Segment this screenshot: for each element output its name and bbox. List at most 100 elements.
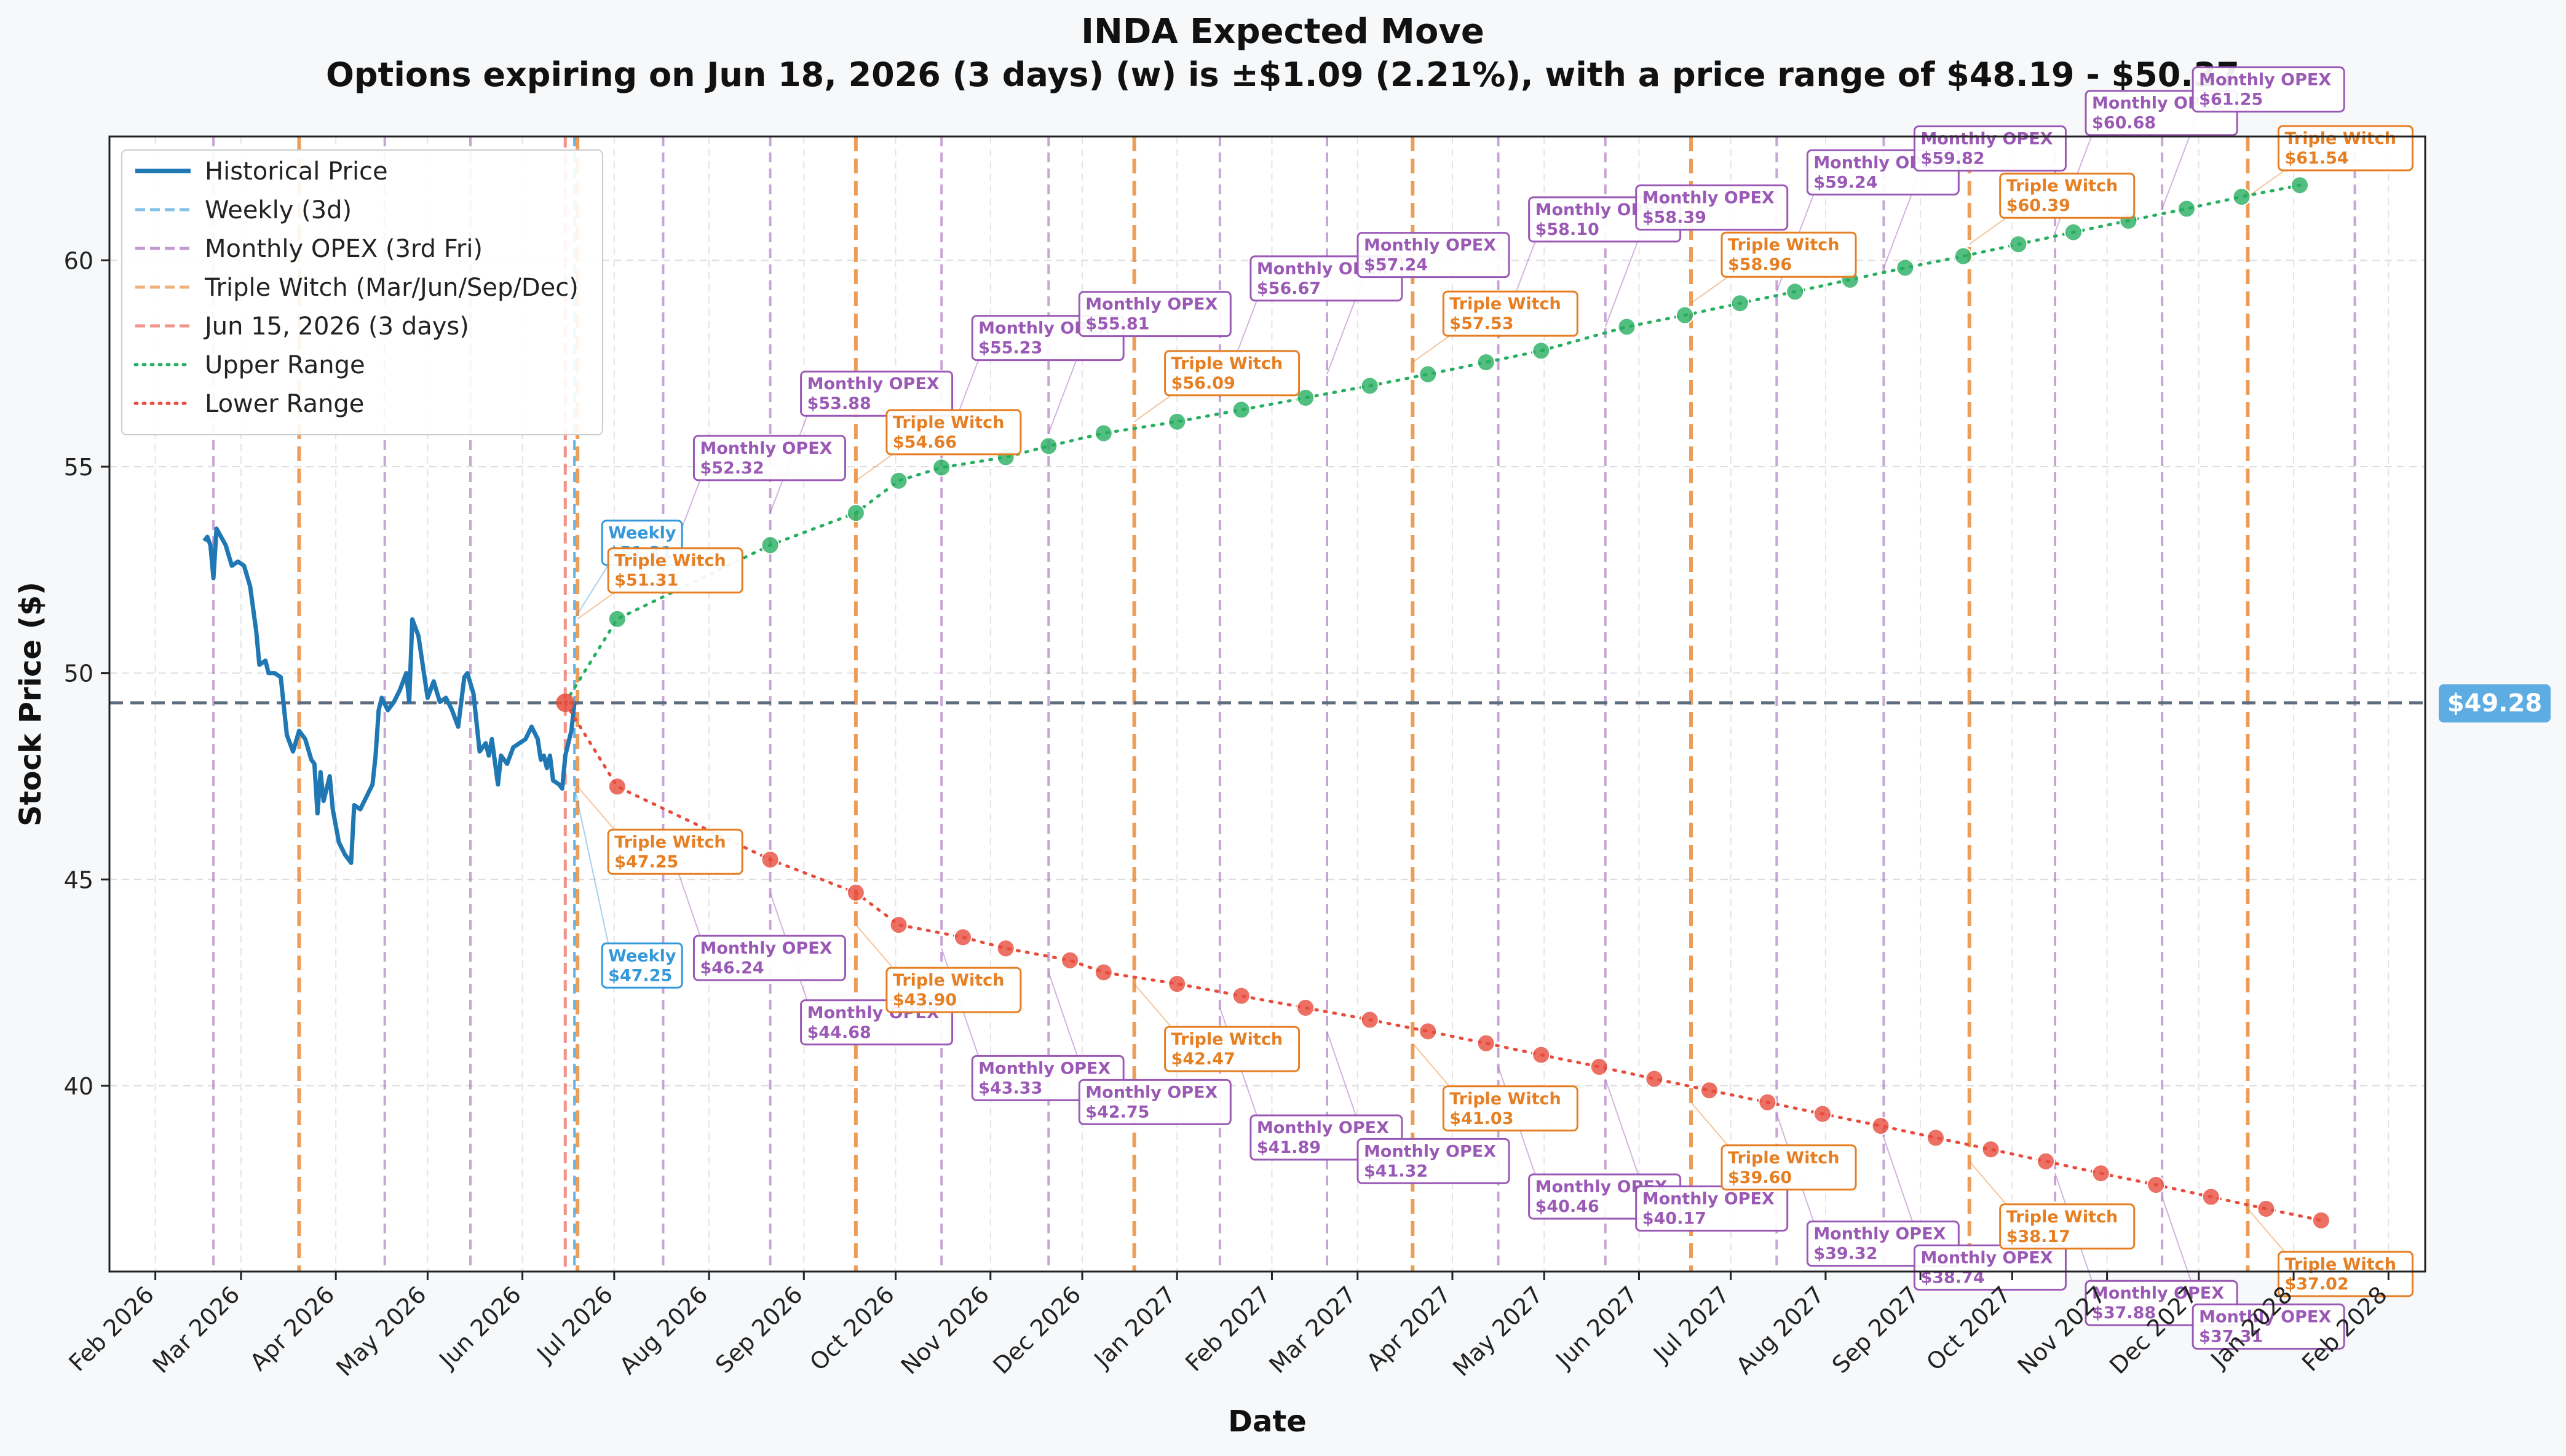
chart-title: INDA Expected Move (1081, 12, 1484, 52)
lower-range-point (953, 928, 972, 947)
annotation-box (1442, 290, 1578, 337)
annotation-text: Monthly OPEX (978, 1059, 1111, 1078)
annotation-text: Monthly OPEX (1364, 236, 1496, 255)
lower-range-point (2091, 1164, 2110, 1183)
upper-range-point (761, 536, 780, 555)
annotation-text: Monthly OPEX (2199, 1307, 2331, 1326)
annotation-box (1721, 1144, 1857, 1191)
annotation-box (2277, 1251, 2414, 1297)
lower-range-point (1360, 1010, 1379, 1029)
annotation-box (1078, 291, 1232, 338)
legend-box (121, 149, 603, 435)
annotation-text: $61.25 (2199, 90, 2263, 109)
annotation-connector (1134, 395, 1172, 422)
lower-range-point (1758, 1093, 1777, 1112)
lower-range-point (2311, 1211, 2330, 1230)
annotation-box (885, 409, 1022, 456)
upper-range-point (2064, 223, 2083, 242)
annotation-text: $43.90 (893, 991, 957, 1010)
upper-range-point (608, 609, 627, 628)
annotation-text: $37.88 (2092, 1304, 2156, 1323)
range-points (556, 176, 2330, 1230)
annotation-box (885, 967, 1022, 1013)
annotation-box (607, 828, 743, 875)
annotation-box (1356, 232, 1510, 279)
annotation-connector (577, 592, 615, 620)
annotation-text: $41.89 (1257, 1138, 1321, 1157)
annotation-text: Monthly OPEX (1920, 1249, 2053, 1268)
upper-range-point (846, 504, 865, 523)
annotation-text: $58.39 (1642, 208, 1706, 227)
annotation-text: $55.81 (1085, 315, 1149, 334)
annotation-text: Monthly OPEX (1642, 188, 1775, 207)
annotation-connector (1968, 1161, 2007, 1205)
lower-range-point (608, 777, 627, 796)
annotation-text: $60.39 (2006, 196, 2070, 215)
annotation-text: $41.03 (1449, 1109, 1513, 1128)
annotation-text: $39.60 (1728, 1168, 1792, 1187)
annotation-text: Monthly OPEX (2092, 1284, 2224, 1303)
current-price-badge: $49.28 (2439, 684, 2551, 722)
annotation-text: $37.31 (2199, 1327, 2263, 1346)
x-axis-label: Date (1228, 1404, 1307, 1439)
lower-range-point (996, 939, 1015, 958)
annotation-text: Monthly OPEX (2199, 70, 2331, 89)
annotation-text: Monthly OPEX (807, 374, 940, 394)
upper-range-point (1296, 388, 1315, 407)
y-tick-label: 40 (64, 1073, 93, 1100)
annotation-text: $58.10 (1535, 220, 1599, 239)
annotation-text: $56.09 (1171, 374, 1235, 393)
annotation-text: Triple Witch (893, 971, 1005, 990)
lower-range-point (2257, 1199, 2276, 1218)
annotation-box (692, 935, 846, 981)
annotation-text: $52.32 (700, 459, 764, 478)
annotation-text: Monthly OPEX (1920, 129, 2053, 148)
annotation-text: $46.24 (700, 959, 764, 978)
annotation-text: $59.24 (1813, 173, 1877, 192)
current-price-badge-box (2439, 684, 2551, 722)
annotation-text: $57.24 (1364, 256, 1428, 275)
annotation-box (1635, 184, 1789, 231)
annotation-box (1078, 1078, 1232, 1125)
annotation-text: $43.33 (978, 1078, 1042, 1098)
annotation-box (1356, 1138, 1510, 1184)
upper-range-point (1617, 317, 1636, 336)
lower-range-point (1419, 1022, 1438, 1041)
annotation-text: $58.96 (1728, 255, 1792, 274)
annotation-box (1913, 1244, 2067, 1291)
lower-range-point (1296, 999, 1315, 1018)
upper-range-point (2291, 176, 2310, 195)
annotation-text: $53.88 (807, 394, 871, 413)
lower-range-point (1813, 1104, 1832, 1123)
legend-label: Upper Range (205, 351, 365, 379)
annotation-text: Triple Witch (1728, 235, 1840, 255)
lower-range-point (1532, 1045, 1551, 1064)
lower-range-point (2037, 1152, 2056, 1171)
annotation-text: Monthly OPEX (700, 439, 832, 458)
upper-range-point (1730, 294, 1749, 313)
annotation-text: Triple Witch (893, 413, 1005, 432)
upper-range-point (1419, 365, 1438, 384)
annotation-connector (855, 924, 893, 968)
annotation-text: Triple Witch (2006, 1208, 2118, 1227)
upper-range-point (1676, 306, 1695, 325)
annotation-box (607, 547, 743, 594)
chart-subtitle: Options expiring on Jun 18, 2026 (3 days… (326, 55, 2239, 94)
lower-range-point (1061, 951, 1080, 970)
annotation-text: $57.53 (1449, 314, 1513, 333)
annotation-text: Triple Witch (614, 552, 726, 571)
upper-range-point (1232, 400, 1251, 419)
annotation-connector (1412, 335, 1450, 363)
annotation-text: $40.17 (1642, 1209, 1706, 1228)
y-tick-label: 60 (64, 247, 93, 274)
annotation-connector (1690, 1102, 1728, 1146)
upper-range-point (1039, 437, 1058, 456)
lower-range-point (1094, 963, 1113, 982)
annotation-text: Monthly OPEX (1085, 295, 1218, 314)
annotation-text: $47.25 (608, 966, 672, 985)
legend-label: Weekly (3d) (205, 196, 352, 224)
annotation-connector (1969, 217, 2007, 245)
annotation-box (1999, 1203, 2136, 1250)
annotation-text: $44.68 (807, 1023, 871, 1042)
lower-range-point (1476, 1034, 1495, 1053)
